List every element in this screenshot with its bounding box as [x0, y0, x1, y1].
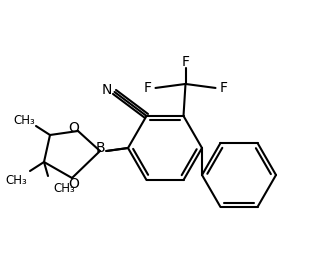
Text: B: B — [95, 141, 105, 155]
Text: F: F — [182, 55, 190, 69]
Text: CH₃: CH₃ — [53, 182, 75, 194]
Text: O: O — [69, 177, 80, 191]
Text: F: F — [219, 81, 227, 95]
Text: F: F — [143, 81, 151, 95]
Text: O: O — [69, 121, 80, 135]
Text: N: N — [101, 83, 112, 97]
Text: CH₃: CH₃ — [13, 114, 35, 128]
Text: CH₃: CH₃ — [5, 173, 27, 187]
